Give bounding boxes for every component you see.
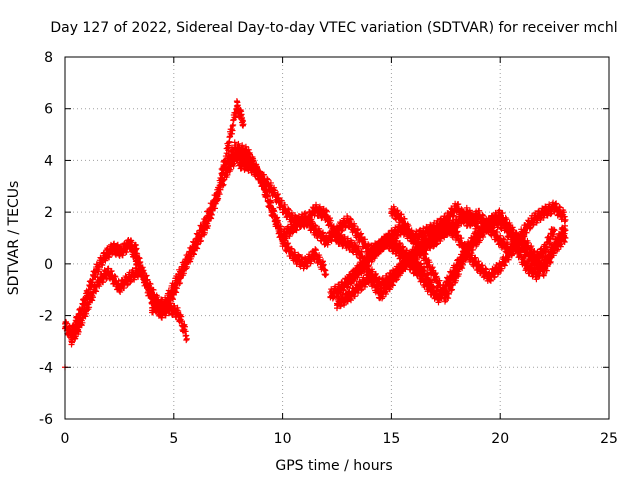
axis-ticks: 0 5 10 15 20 25 -6 -4 -2 0 2 4 6 8 <box>39 50 618 447</box>
x-tick-label: 25 <box>600 431 618 447</box>
x-axis-label: GPS time / hours <box>275 458 392 474</box>
y-tick-label: -2 <box>39 309 53 325</box>
plot-frame <box>64 56 610 420</box>
data-point <box>183 335 190 342</box>
x-tick-label: 5 <box>169 431 178 447</box>
series-trace <box>149 145 329 316</box>
data-points <box>62 98 569 371</box>
data-point <box>562 216 569 223</box>
x-tick-label: 0 <box>61 431 70 447</box>
series-track-10 <box>388 203 558 305</box>
x-tick-label: 10 <box>274 431 292 447</box>
y-tick-label: 2 <box>44 205 53 221</box>
chart-title: Day 127 of 2022, Sidereal Day-to-day VTE… <box>50 20 617 36</box>
series-track-4 <box>149 145 330 316</box>
series-trace <box>388 203 557 305</box>
y-tick-label: 6 <box>44 102 53 118</box>
y-axis-label: SDTVAR / TECUs <box>6 181 22 296</box>
y-tick-label: -6 <box>39 412 53 428</box>
series-trace <box>62 236 140 342</box>
y-tick-label: -4 <box>39 360 53 376</box>
y-tick-label: 4 <box>44 153 53 169</box>
series-trace <box>131 241 190 344</box>
x-tick-label: 20 <box>491 431 509 447</box>
y-tick-label: 0 <box>44 257 53 273</box>
x-tick-label: 15 <box>382 431 400 447</box>
y-tick-label: 8 <box>44 50 53 66</box>
series-track-3 <box>131 241 190 344</box>
